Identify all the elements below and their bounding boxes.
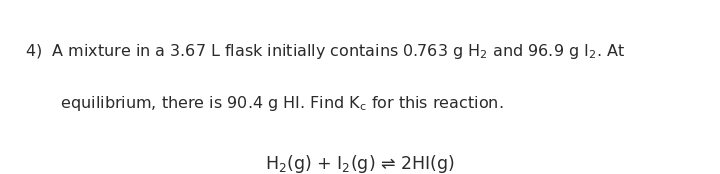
- Text: $\mathregular{H_2}$(g) + $\mathregular{I_2}$(g) ⇌ 2HI(g): $\mathregular{H_2}$(g) + $\mathregular{I…: [265, 153, 455, 174]
- Text: 4)  A mixture in a 3.67 L flask initially contains 0.763 g $\mathregular{H_2}$ a: 4) A mixture in a 3.67 L flask initially…: [25, 42, 625, 61]
- Text: equilibrium, there is 90.4 g HI. Find $\mathregular{K_c}$ for this reaction.: equilibrium, there is 90.4 g HI. Find $\…: [25, 94, 504, 113]
